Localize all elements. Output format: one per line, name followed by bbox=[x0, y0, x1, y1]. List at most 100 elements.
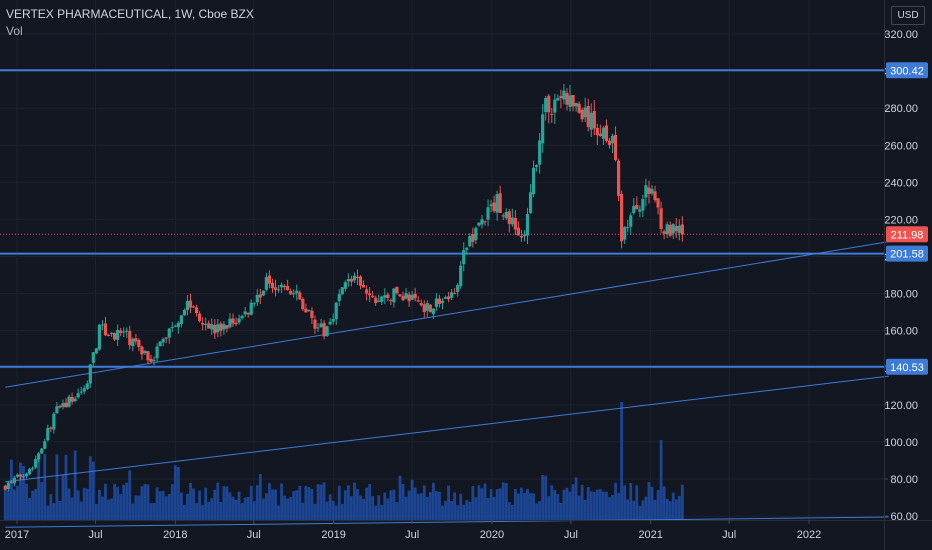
candle-body bbox=[198, 313, 202, 322]
volume-bar bbox=[16, 485, 19, 520]
candle-body bbox=[316, 327, 320, 329]
volume-bar bbox=[677, 495, 681, 520]
candle-body bbox=[58, 405, 62, 408]
candle-body bbox=[267, 275, 272, 284]
volume-bar bbox=[204, 487, 208, 520]
candle-body bbox=[112, 333, 117, 340]
candle-body bbox=[194, 307, 199, 314]
candle-body bbox=[15, 474, 20, 477]
level-price-badge bbox=[886, 245, 928, 262]
symbol-title[interactable]: VERTEX PHARMACEUTICAL, 1W, Cboe BZX bbox=[6, 7, 254, 21]
time-tick-label: Jul bbox=[247, 529, 261, 541]
volume-bar bbox=[574, 477, 578, 520]
candle-body bbox=[568, 95, 572, 107]
candle-body bbox=[416, 300, 420, 302]
candle-body bbox=[419, 303, 423, 306]
candle-body bbox=[283, 285, 287, 288]
candle-body bbox=[349, 278, 354, 282]
candle-body bbox=[656, 198, 660, 208]
candle-body bbox=[191, 306, 196, 308]
candle-body bbox=[638, 209, 642, 212]
candle-body bbox=[583, 107, 587, 118]
candle-body bbox=[550, 113, 554, 115]
candle-body bbox=[252, 303, 256, 305]
candle-body bbox=[565, 92, 569, 105]
volume-bar bbox=[608, 497, 611, 520]
volume-bar bbox=[580, 484, 584, 520]
candle-body bbox=[613, 134, 618, 161]
volume-bar bbox=[513, 488, 517, 520]
volume-bar bbox=[143, 483, 147, 520]
volume-bar bbox=[346, 485, 350, 520]
candle-body bbox=[255, 294, 259, 303]
candle-body bbox=[82, 388, 86, 392]
candle-body bbox=[371, 295, 375, 298]
price-tick-label: 280.00 bbox=[884, 103, 918, 115]
volume-bar bbox=[483, 483, 487, 520]
candle-body bbox=[292, 293, 296, 295]
volume-bar bbox=[674, 499, 678, 520]
volume-bar bbox=[292, 491, 296, 520]
candle-body bbox=[40, 448, 44, 454]
candle-body bbox=[55, 406, 59, 414]
time-tick-label: 2018 bbox=[163, 529, 187, 541]
volume-bar bbox=[507, 502, 511, 520]
candle-body bbox=[453, 293, 457, 295]
candle-body bbox=[334, 302, 338, 320]
volume-bar bbox=[280, 483, 283, 520]
time-tick-label: 2020 bbox=[480, 529, 504, 541]
volume-bar bbox=[337, 485, 341, 520]
volume-bar bbox=[258, 474, 262, 520]
candle-body bbox=[562, 90, 566, 100]
trendlines[interactable] bbox=[5, 241, 889, 528]
candle-body bbox=[119, 330, 123, 333]
volume-bar bbox=[107, 499, 110, 520]
candle-body bbox=[389, 300, 393, 302]
volume-bar bbox=[568, 491, 572, 520]
price-tick-label: 100.00 bbox=[884, 437, 918, 449]
candle-body bbox=[152, 359, 156, 361]
level-price-label: 140.53 bbox=[890, 362, 924, 374]
candle-body bbox=[522, 234, 527, 237]
volume-bar bbox=[489, 489, 493, 520]
volume-bar bbox=[583, 499, 587, 520]
volume-bar bbox=[586, 487, 590, 520]
candle-body bbox=[592, 110, 596, 129]
candle-body bbox=[49, 427, 53, 429]
volume-bar bbox=[556, 494, 560, 520]
volume-bar bbox=[668, 501, 672, 520]
volume-bar bbox=[149, 503, 153, 520]
time-tick-label: 2022 bbox=[797, 529, 821, 541]
volume-bar bbox=[283, 495, 287, 520]
volume-bar bbox=[538, 501, 542, 520]
volume-bar bbox=[146, 484, 150, 520]
candle-body bbox=[313, 319, 317, 329]
volume-bar bbox=[307, 487, 311, 520]
candle-body bbox=[477, 222, 481, 226]
volume-bar bbox=[577, 495, 581, 520]
candle-body bbox=[580, 109, 584, 120]
volume-bar bbox=[37, 454, 41, 520]
candle-body bbox=[307, 309, 311, 311]
candle-body bbox=[182, 310, 187, 316]
currency-button[interactable]: USD bbox=[891, 6, 925, 25]
candle-body bbox=[34, 459, 38, 468]
volume-bar bbox=[447, 485, 450, 520]
volume-bar bbox=[277, 505, 280, 520]
volume-bar bbox=[550, 485, 554, 520]
candle-body bbox=[328, 321, 332, 325]
candle-body bbox=[106, 334, 111, 336]
volume-bar bbox=[201, 504, 205, 520]
volume-bar bbox=[407, 490, 411, 520]
candle-body bbox=[404, 293, 408, 299]
horizontal-levels[interactable] bbox=[0, 69, 884, 368]
candle-body bbox=[620, 193, 624, 242]
candle-body bbox=[128, 331, 132, 346]
volume-bar bbox=[167, 493, 171, 520]
candle-body bbox=[355, 276, 360, 279]
candle-body bbox=[213, 325, 217, 334]
volume-indicator-label[interactable]: Vol bbox=[6, 24, 23, 38]
candle-body bbox=[574, 102, 578, 107]
volume-bar bbox=[274, 489, 277, 520]
